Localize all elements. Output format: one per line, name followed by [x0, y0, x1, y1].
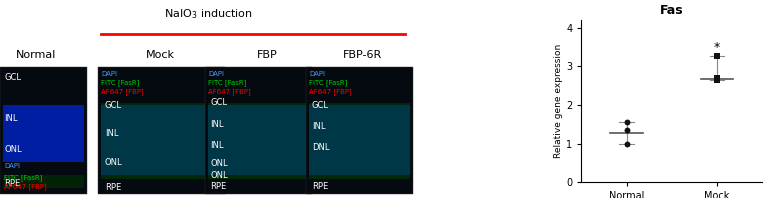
Text: DAPI: DAPI — [208, 71, 224, 77]
Bar — [3, 175, 85, 188]
Text: ONL: ONL — [5, 145, 22, 154]
Text: INL: INL — [210, 141, 224, 150]
Text: ONL: ONL — [210, 170, 228, 180]
Text: GCL: GCL — [105, 101, 122, 110]
Text: DNL: DNL — [312, 143, 330, 152]
Text: GCL: GCL — [5, 73, 22, 82]
Text: GCL: GCL — [312, 101, 329, 110]
Point — [621, 142, 633, 145]
Text: RPE: RPE — [210, 182, 226, 191]
Text: INL: INL — [105, 129, 118, 138]
Text: FBP: FBP — [256, 50, 277, 60]
Bar — [306, 67, 413, 194]
Text: FITC [FasR]: FITC [FasR] — [310, 79, 347, 86]
Text: *: * — [714, 41, 720, 54]
Text: DAPI: DAPI — [5, 163, 21, 169]
Text: INL: INL — [5, 113, 18, 123]
Text: AF647 [FBP]: AF647 [FBP] — [101, 88, 144, 95]
Bar — [208, 103, 310, 179]
Text: FITC [FasR]: FITC [FasR] — [5, 174, 43, 181]
Bar — [101, 105, 222, 175]
Bar — [101, 103, 222, 179]
Y-axis label: Relative gene expression: Relative gene expression — [554, 44, 564, 158]
Text: DAPI: DAPI — [101, 71, 117, 77]
Text: AF647 [FBP]: AF647 [FBP] — [310, 88, 352, 95]
Point — [621, 128, 633, 131]
Point — [711, 76, 723, 79]
Text: DAPI: DAPI — [310, 71, 325, 77]
Bar — [310, 105, 410, 175]
Text: FBP-6R: FBP-6R — [343, 50, 382, 60]
Text: AF647 [FBP]: AF647 [FBP] — [5, 183, 47, 190]
Text: ONL: ONL — [105, 158, 122, 167]
Text: RPE: RPE — [105, 183, 121, 192]
Text: Normal: Normal — [16, 50, 57, 60]
Point — [711, 54, 723, 57]
Text: RPE: RPE — [312, 182, 328, 191]
Text: AF647 [FBP]: AF647 [FBP] — [208, 88, 251, 95]
Point — [711, 78, 723, 81]
Bar — [208, 105, 310, 175]
Text: NaIO$_3$ induction: NaIO$_3$ induction — [163, 7, 253, 21]
Text: FITC [FasR]: FITC [FasR] — [101, 79, 139, 86]
Title: Fas: Fas — [660, 4, 684, 17]
Bar — [205, 67, 312, 194]
Text: Mock: Mock — [146, 50, 175, 60]
Bar — [99, 67, 225, 194]
Text: INL: INL — [210, 120, 224, 129]
Bar — [310, 103, 410, 179]
Text: GCL: GCL — [210, 98, 227, 107]
Bar — [3, 105, 85, 162]
Point — [621, 121, 633, 124]
Text: RPE: RPE — [5, 179, 21, 188]
Text: FITC [FasR]: FITC [FasR] — [208, 79, 246, 86]
Text: INL: INL — [312, 122, 325, 131]
Text: ONL: ONL — [210, 159, 228, 168]
Bar — [0, 67, 87, 194]
